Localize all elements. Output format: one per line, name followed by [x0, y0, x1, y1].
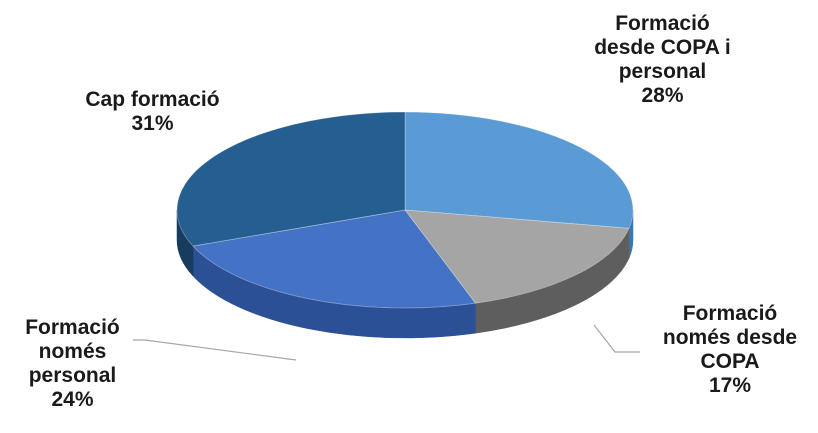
- slice-label-line: Formació: [682, 302, 778, 325]
- pie-slice: [404, 111, 634, 229]
- slice-label-nomes-copa: Formació només desde COPA 17%: [635, 302, 818, 398]
- slice-value-label: 17%: [708, 374, 752, 397]
- slice-label-line: COPA: [700, 350, 760, 373]
- slice-label-line: només: [38, 340, 107, 363]
- leader-lines: [133, 324, 640, 361]
- slice-label-line: Cap formació: [85, 88, 220, 111]
- pie-slice: [404, 209, 630, 304]
- slice-label-line: només desde: [662, 326, 798, 349]
- slice-label-line: personal: [618, 60, 707, 83]
- pie-slice: [176, 111, 406, 247]
- pie-top-faces: [176, 111, 634, 309]
- slice-label-line: personal: [28, 364, 117, 387]
- slice-label-line: desde COPA i: [594, 36, 731, 59]
- slice-value-label: 31%: [131, 112, 174, 135]
- slice-label-nomes-personal: Formació només personal 24%: [0, 316, 145, 412]
- slice-label-line: Formació: [25, 316, 120, 339]
- slice-label-line: Formació: [615, 12, 710, 35]
- slice-label-cap-formacio: Cap formació 31%: [40, 88, 265, 136]
- slice-value-label: 24%: [51, 388, 94, 411]
- slice-value-label: 28%: [641, 84, 684, 107]
- leader-line: [593, 324, 640, 353]
- pie-slice: [192, 209, 477, 309]
- leader-line: [133, 339, 297, 361]
- slice-label-copa-i-personal: Formació desde COPA i personal 28%: [560, 12, 765, 108]
